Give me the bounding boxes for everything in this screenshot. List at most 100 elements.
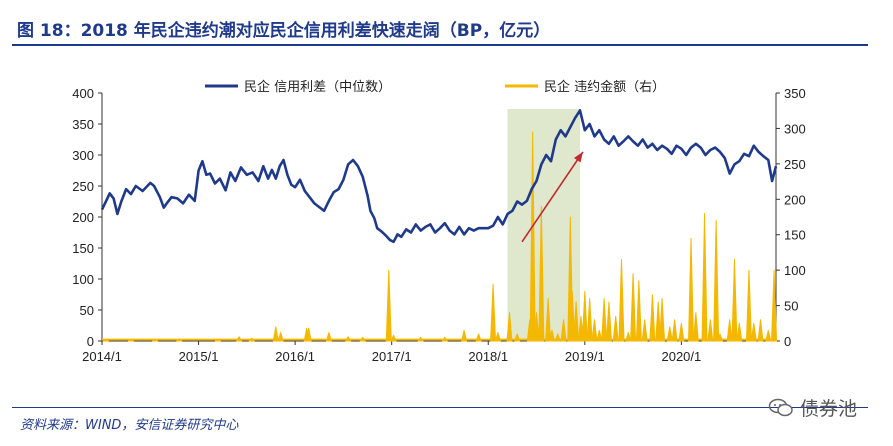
default-bar xyxy=(385,269,392,342)
source-note: 资料来源：WIND，安信证券研究中心 xyxy=(20,418,239,433)
right-tick-label: 350 xyxy=(784,86,806,101)
default-bar xyxy=(688,237,695,342)
default-bar xyxy=(305,327,312,342)
left-tick-label: 350 xyxy=(72,117,94,132)
default-bar xyxy=(538,205,545,342)
default-bar xyxy=(771,269,778,342)
default-bar xyxy=(649,294,656,342)
default-bar xyxy=(102,338,109,342)
x-tick-label: 2014/1 xyxy=(82,349,122,364)
default-bar xyxy=(641,319,648,342)
default-bar xyxy=(765,329,772,342)
default-bar xyxy=(277,331,284,342)
default-bar xyxy=(475,333,482,342)
default-bar xyxy=(390,334,397,342)
default-bar xyxy=(612,315,619,342)
left-y-ticks: 0 50 100 150 200 250 300 350 400 xyxy=(72,86,102,349)
default-bar xyxy=(506,312,513,342)
default-bar xyxy=(248,337,255,342)
watermark-text: 债券池 xyxy=(800,398,858,420)
default-bar xyxy=(707,319,714,342)
default-bar xyxy=(548,329,555,342)
x-tick-label: 2019/1 xyxy=(565,349,605,364)
default-bar xyxy=(655,301,662,342)
default-bar xyxy=(678,322,685,342)
arrow-shaft xyxy=(521,151,584,243)
arrow-head xyxy=(573,151,583,163)
default-bar xyxy=(716,333,723,342)
left-tick-label: 400 xyxy=(72,86,94,101)
default-bar xyxy=(591,319,598,342)
default-bar xyxy=(736,322,743,342)
trend-arrow xyxy=(521,151,584,243)
right-tick-label: 150 xyxy=(784,228,806,243)
default-bar xyxy=(359,336,366,342)
left-tick-label: 150 xyxy=(72,241,94,256)
default-bar xyxy=(569,290,576,342)
right-tick-label: 300 xyxy=(784,121,806,136)
default-bar xyxy=(726,319,733,342)
x-tick-label: 2016/1 xyxy=(275,349,315,364)
default-bar xyxy=(635,280,642,342)
default-bar xyxy=(605,301,612,342)
default-bar xyxy=(127,338,134,342)
x-ticks: 2014/1 2015/1 2016/1 2017/1 2018/1 2019/1 2020… xyxy=(82,341,701,364)
default-bar xyxy=(701,212,708,342)
default-bar xyxy=(176,338,183,342)
spread-line xyxy=(100,109,778,244)
right-tick-label: 250 xyxy=(784,157,806,172)
default-bar xyxy=(581,290,588,342)
left-tick-label: 50 xyxy=(80,303,94,318)
default-bar xyxy=(731,259,738,342)
default-bar xyxy=(461,329,468,342)
default-bar xyxy=(618,259,625,342)
default-bar xyxy=(529,131,536,342)
default-bar xyxy=(152,338,159,342)
x-tick-label: 2015/1 xyxy=(179,349,219,364)
default-bar xyxy=(560,319,567,342)
default-bar xyxy=(745,269,752,342)
source-divider xyxy=(12,407,868,408)
right-tick-label: 100 xyxy=(784,263,806,278)
x-tick-label: 2020/1 xyxy=(661,349,701,364)
legend-label-default: 民企 违约金额（右） xyxy=(544,79,665,95)
legend-label-spread: 民企 信用利差（中位数） xyxy=(244,79,391,95)
default-bar xyxy=(533,312,540,342)
right-y-ticks: 0 50 100 150 200 250 300 350 xyxy=(776,86,806,349)
default-bar xyxy=(325,331,332,342)
default-bar xyxy=(630,273,637,342)
default-bar xyxy=(214,338,221,342)
watermark: 债券池 xyxy=(768,394,857,421)
default-bar xyxy=(490,283,497,342)
default-bar xyxy=(545,297,552,342)
default-bar xyxy=(554,333,561,342)
default-bar xyxy=(671,319,678,342)
default-bar xyxy=(417,336,424,342)
default-bar xyxy=(713,220,720,342)
default-bar xyxy=(659,297,666,342)
default-bar xyxy=(272,326,279,342)
default-bar xyxy=(625,331,632,342)
figure-title: 图 18：2018 年民企违约潮对应民企信用利差快速走阔（BP，亿元） xyxy=(17,21,551,41)
left-tick-label: 200 xyxy=(72,210,94,225)
default-bar xyxy=(514,333,521,342)
default-bar xyxy=(236,336,243,342)
default-bar xyxy=(757,319,764,342)
left-tick-label: 100 xyxy=(72,272,94,287)
title-divider xyxy=(12,44,868,46)
left-tick-label: 300 xyxy=(72,148,94,163)
default-bar xyxy=(345,336,352,342)
default-bar xyxy=(586,297,593,342)
default-bar xyxy=(494,331,501,342)
left-tick-label: 250 xyxy=(72,179,94,194)
left-tick-label: 0 xyxy=(87,334,94,349)
default-bar xyxy=(573,301,580,342)
default-amount-bars xyxy=(102,131,778,342)
default-bar xyxy=(666,326,673,342)
right-tick-label: 0 xyxy=(784,334,791,349)
default-bar xyxy=(601,297,608,342)
right-tick-label: 50 xyxy=(784,299,798,314)
legend: 民企 信用利差（中位数） 民企 违约金额（右） xyxy=(205,79,665,95)
wechat-icon xyxy=(768,398,793,416)
